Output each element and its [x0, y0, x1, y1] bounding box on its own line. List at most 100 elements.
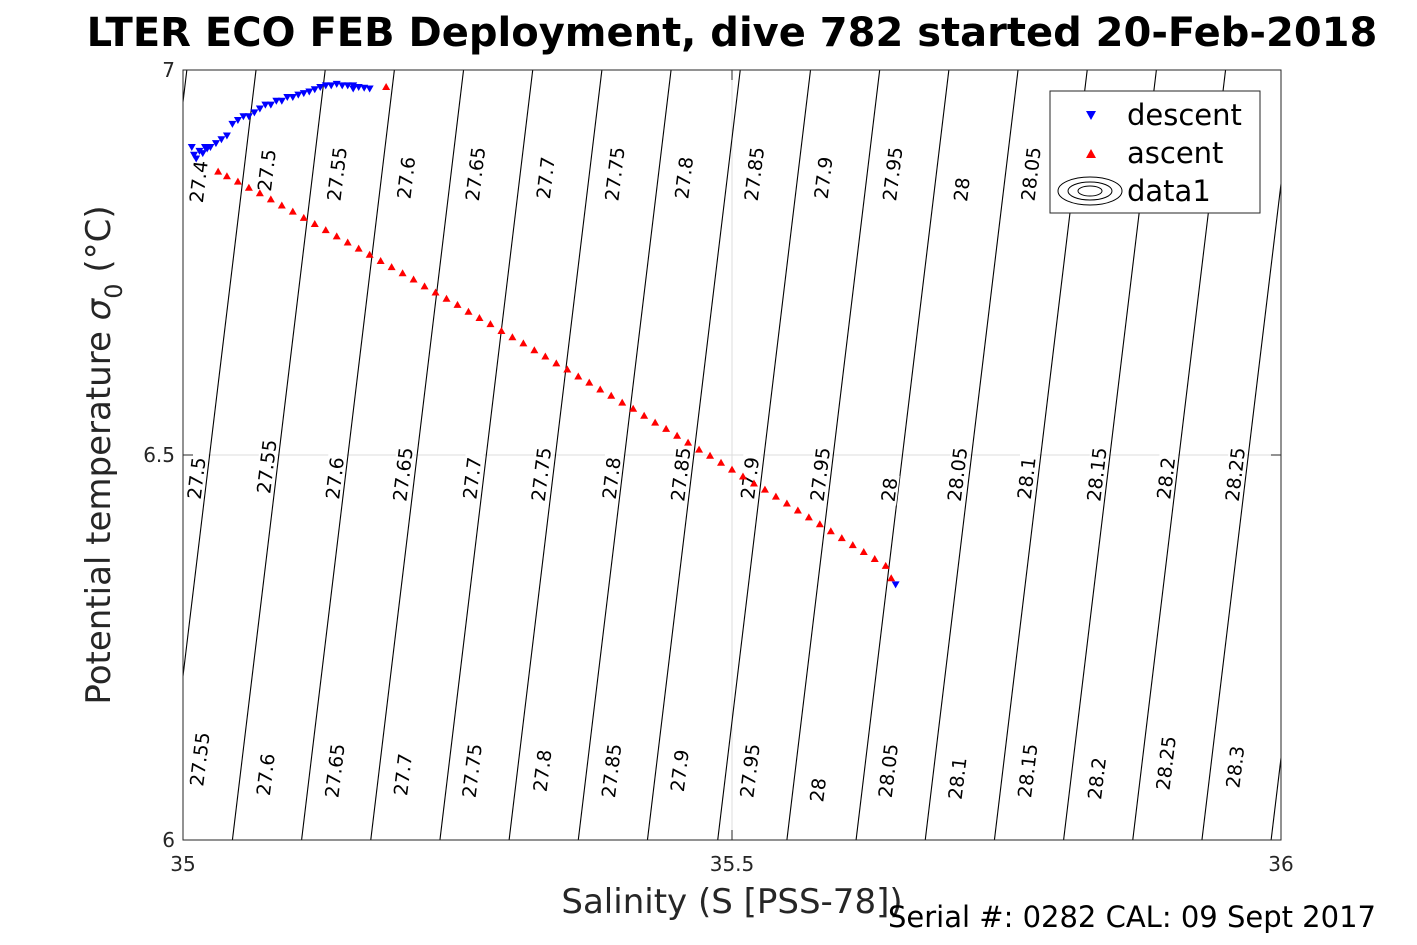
contour-label-gap [875, 738, 901, 804]
ascent-point [376, 256, 385, 264]
ascent-point [618, 398, 627, 406]
ascent-point [651, 418, 660, 426]
ascent-point [409, 275, 418, 283]
contour-label-gap [186, 726, 213, 792]
ascent-point [695, 445, 704, 453]
ascent-point [453, 300, 462, 308]
density-contour-line [717, 70, 812, 840]
legend: descent ascent data1 [1049, 90, 1261, 214]
descent-point [222, 132, 231, 140]
contour-label: 28 [950, 173, 975, 206]
ascent-point [382, 82, 391, 90]
descent-point [277, 97, 286, 105]
ascent-point [887, 574, 896, 582]
contour-label-gap [528, 441, 554, 507]
ascent-point [728, 465, 736, 473]
contour-label-text: 27.6 [322, 456, 349, 501]
ascent-point [233, 177, 242, 185]
descent-point [283, 93, 292, 101]
descent-point [327, 82, 336, 90]
contour-label: 27.85 [741, 141, 769, 207]
legend-contour-icon [1057, 176, 1123, 206]
y-axis-label: Potential temperature σ0 (°C) [79, 205, 128, 704]
ascent-point [673, 431, 682, 439]
ascent-point [760, 485, 769, 493]
contour-label: 28 [806, 773, 831, 806]
contour-label: 27.75 [528, 441, 556, 507]
ascent-point [837, 534, 846, 542]
ascent-point [574, 372, 583, 380]
ascent-point [387, 263, 396, 271]
density-contour-line [646, 70, 741, 840]
ascent-point [321, 226, 330, 234]
serial-cal-footer: Serial #: 0282 CAL: 09 Sept 2017 [888, 900, 1376, 934]
contour-label-text: 28.2 [1153, 456, 1180, 501]
density-contour-line [370, 70, 465, 840]
contour-label-gap [599, 451, 624, 505]
contour-label-gap [459, 738, 485, 804]
contour-label-gap [601, 141, 628, 207]
contour-label-gap [186, 154, 211, 209]
descent-point [272, 97, 281, 105]
descent-point [349, 85, 358, 93]
ascent-point [497, 327, 506, 335]
y-tick-label: 6.5 [143, 443, 175, 467]
contour-label: 27.75 [459, 738, 487, 804]
ascent-point [782, 499, 791, 507]
contour-label-text: 27.8 [599, 456, 626, 501]
contour-label: 27.6 [253, 747, 280, 802]
contour-labels: 27.55 27.6 27.65 27.7 27.75 27.8 27.85 27.9 27.9… [184, 141, 1250, 806]
ascent-point [255, 189, 264, 197]
descent-point [316, 83, 325, 91]
contour-label-gap [737, 451, 762, 505]
descent-point [250, 109, 259, 117]
descent-point [891, 581, 900, 589]
ascent-point [826, 527, 835, 535]
descent-point [203, 145, 212, 153]
legend-box [1049, 90, 1261, 214]
density-contour-line [231, 70, 326, 840]
contour-label: 28.3 [1222, 739, 1249, 794]
contour-label-gap [671, 150, 696, 205]
contour-label-gap [184, 451, 209, 505]
ascent-point [870, 554, 879, 562]
contour-label-text: 27.9 [811, 156, 838, 201]
contour-label-text: 27.5 [184, 456, 211, 501]
ascent-point [881, 561, 890, 569]
contour-label-gap [950, 173, 973, 206]
density-contour-line [183, 70, 257, 681]
density-contour-line [1201, 179, 1281, 840]
contour-label-text: 28 [878, 476, 903, 503]
density-contours [183, 70, 1281, 840]
contour-label-text: 27.7 [533, 156, 560, 201]
contour-label-gap [945, 751, 970, 806]
contour-label-gap [1084, 751, 1109, 806]
density-contour-line [508, 70, 603, 840]
ascent-point [299, 213, 308, 221]
density-contour-line [439, 70, 534, 840]
data-points [187, 80, 900, 589]
descent-point [244, 113, 253, 121]
x-tick-label: 35.5 [710, 852, 755, 876]
contour-label-gap [462, 141, 488, 207]
contour-label: 27.55 [186, 726, 215, 792]
contour-label-gap [879, 141, 906, 207]
contour-label-gap [530, 743, 555, 798]
descent-point [192, 155, 201, 163]
contour-label-text: 27.5 [254, 148, 281, 193]
contour-label: 28.05 [944, 441, 972, 507]
contour-label: 27.7 [533, 150, 560, 205]
contour-label-text: 28 [806, 777, 831, 804]
contour-label-text: 27.7 [390, 752, 417, 797]
contour-label-text: 27.7 [459, 456, 486, 501]
contour-label: 28.15 [1014, 738, 1043, 804]
ascent-point [749, 479, 758, 487]
ascent-point [464, 307, 473, 315]
contour-label: 27.9 [811, 150, 838, 205]
contour-label-gap [1222, 441, 1248, 507]
ascent-point [530, 346, 539, 354]
contour-label-gap [944, 441, 970, 507]
ascent-point [804, 513, 813, 521]
legend-descent-label: descent [1127, 98, 1242, 132]
ascent-point [793, 506, 802, 514]
